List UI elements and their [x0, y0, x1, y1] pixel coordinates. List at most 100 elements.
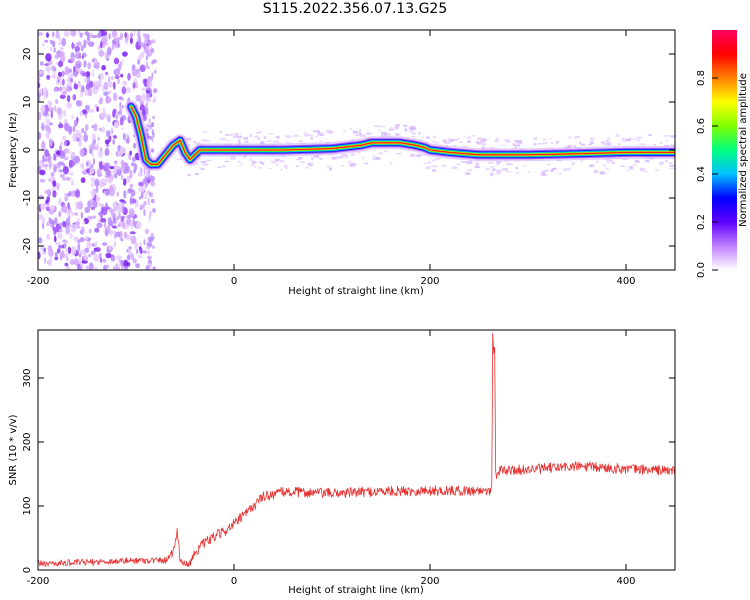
- ridge-halo-speckle: [477, 137, 483, 140]
- noise-speckle: [104, 178, 109, 184]
- ridge-halo-speckle: [319, 140, 323, 142]
- noise-speckle: [120, 259, 125, 267]
- ridge-halo-speckle: [233, 136, 237, 138]
- noise-speckle: [48, 160, 52, 170]
- noise-speckle: [38, 76, 41, 83]
- noise-speckle: [66, 95, 71, 103]
- noise-speckle: [74, 212, 79, 216]
- noise-speckle: [113, 240, 117, 248]
- ridge-halo-speckle: [636, 136, 642, 139]
- noise-speckle: [62, 177, 66, 181]
- ridge-halo-speckle: [200, 160, 207, 164]
- noise-speckle: [58, 42, 62, 46]
- ridge-halo-speckle: [600, 170, 604, 173]
- ridge-halo-speckle: [447, 138, 451, 142]
- noise-speckle: [41, 251, 47, 255]
- noise-speckle: [145, 190, 151, 195]
- noise-speckle: [138, 54, 143, 61]
- ridge-halo-speckle: [236, 133, 239, 135]
- noise-speckle: [143, 78, 148, 88]
- noise-speckle: [53, 155, 57, 161]
- ridge-halo-speckle: [364, 162, 369, 165]
- ridge-halo-speckle: [451, 139, 458, 141]
- spectrogram-x-axis-label: Height of straight line (km): [288, 286, 424, 297]
- ridge-halo-speckle: [549, 137, 552, 140]
- noise-speckle: [46, 221, 50, 227]
- noise-speckle: [110, 127, 114, 131]
- noise-speckle: [139, 204, 145, 210]
- noise-speckle: [104, 147, 110, 155]
- noise-speckle: [103, 81, 109, 91]
- noise-speckle: [145, 89, 151, 94]
- ridge-halo-speckle: [201, 139, 207, 142]
- noise-speckle: [141, 109, 146, 117]
- ridge-halo-speckle: [639, 143, 646, 146]
- ridge-halo-speckle: [411, 133, 417, 135]
- noise-speckle: [108, 135, 112, 143]
- noise-speckle: [129, 169, 133, 179]
- ridge-halo-speckle: [382, 131, 385, 134]
- noise-speckle: [70, 224, 77, 233]
- noise-speckle: [93, 81, 100, 87]
- noise-speckle: [48, 138, 52, 144]
- ridge-halo-speckle: [202, 131, 205, 134]
- ridge-halo-speckle: [254, 136, 260, 138]
- ridge-halo-speckle: [537, 143, 544, 145]
- noise-speckle: [117, 39, 120, 47]
- colorbar-tick-label: 0.6: [696, 118, 707, 134]
- noise-speckle: [145, 174, 150, 178]
- ridge-halo-speckle: [514, 147, 518, 149]
- noise-speckle: [53, 47, 56, 53]
- noise-speckle: [52, 180, 57, 187]
- ridge-halo-speckle: [481, 146, 485, 149]
- noise-speckle: [61, 204, 68, 213]
- ridge-halo-speckle: [271, 160, 276, 164]
- noise-speckle: [151, 61, 155, 65]
- spectrogram-y-tick-label: 20: [22, 48, 33, 61]
- noise-speckle: [38, 82, 41, 89]
- ridge-halo-speckle: [350, 153, 355, 156]
- ridge-halo-speckle: [217, 166, 221, 168]
- noise-speckle: [152, 266, 156, 270]
- ridge-halo-speckle: [237, 160, 241, 163]
- noise-speckle: [144, 228, 149, 235]
- ridge-halo-speckle: [239, 134, 243, 136]
- noise-speckle: [117, 78, 120, 84]
- ridge-halo-speckle: [533, 142, 537, 146]
- noise-speckle: [122, 51, 128, 57]
- ridge-halo-speckle: [206, 159, 212, 161]
- noise-speckle: [109, 185, 113, 193]
- noise-speckle: [140, 93, 146, 102]
- spectrogram-x-tick-label: 0: [231, 276, 237, 287]
- noise-speckle: [135, 263, 140, 269]
- ridge-halo-speckle: [555, 142, 558, 145]
- ridge-halo-speckle: [255, 132, 262, 134]
- noise-speckle: [149, 191, 152, 198]
- noise-speckle: [50, 110, 53, 119]
- ridge-halo-speckle: [458, 141, 464, 144]
- noise-speckle: [126, 175, 131, 183]
- noise-speckle: [96, 106, 99, 112]
- noise-speckle: [121, 127, 124, 131]
- noise-speckle: [144, 193, 147, 200]
- noise-speckle: [121, 105, 124, 109]
- ridge-halo-speckle: [384, 132, 388, 135]
- ridge-halo-speckle: [615, 133, 620, 137]
- noise-speckle: [94, 227, 100, 233]
- noise-speckle: [119, 117, 124, 126]
- ridge-halo-speckle: [304, 132, 308, 134]
- noise-speckle: [69, 233, 73, 239]
- ridge-halo-speckle: [250, 164, 255, 167]
- signal-ridge-layer: [130, 106, 675, 165]
- ridge-halo-speckle: [488, 162, 494, 164]
- noise-speckle: [121, 200, 127, 204]
- ridge-halo-speckle: [233, 132, 239, 136]
- ridge-halo-speckle: [476, 142, 481, 145]
- noise-speckle: [87, 109, 94, 113]
- noise-speckle: [113, 122, 120, 129]
- ridge-halo-speckle: [471, 135, 476, 137]
- ridge-halo-speckle: [230, 156, 236, 159]
- ridge-halo-speckle: [276, 163, 279, 167]
- noise-speckle: [62, 220, 67, 228]
- noise-speckle: [38, 88, 43, 94]
